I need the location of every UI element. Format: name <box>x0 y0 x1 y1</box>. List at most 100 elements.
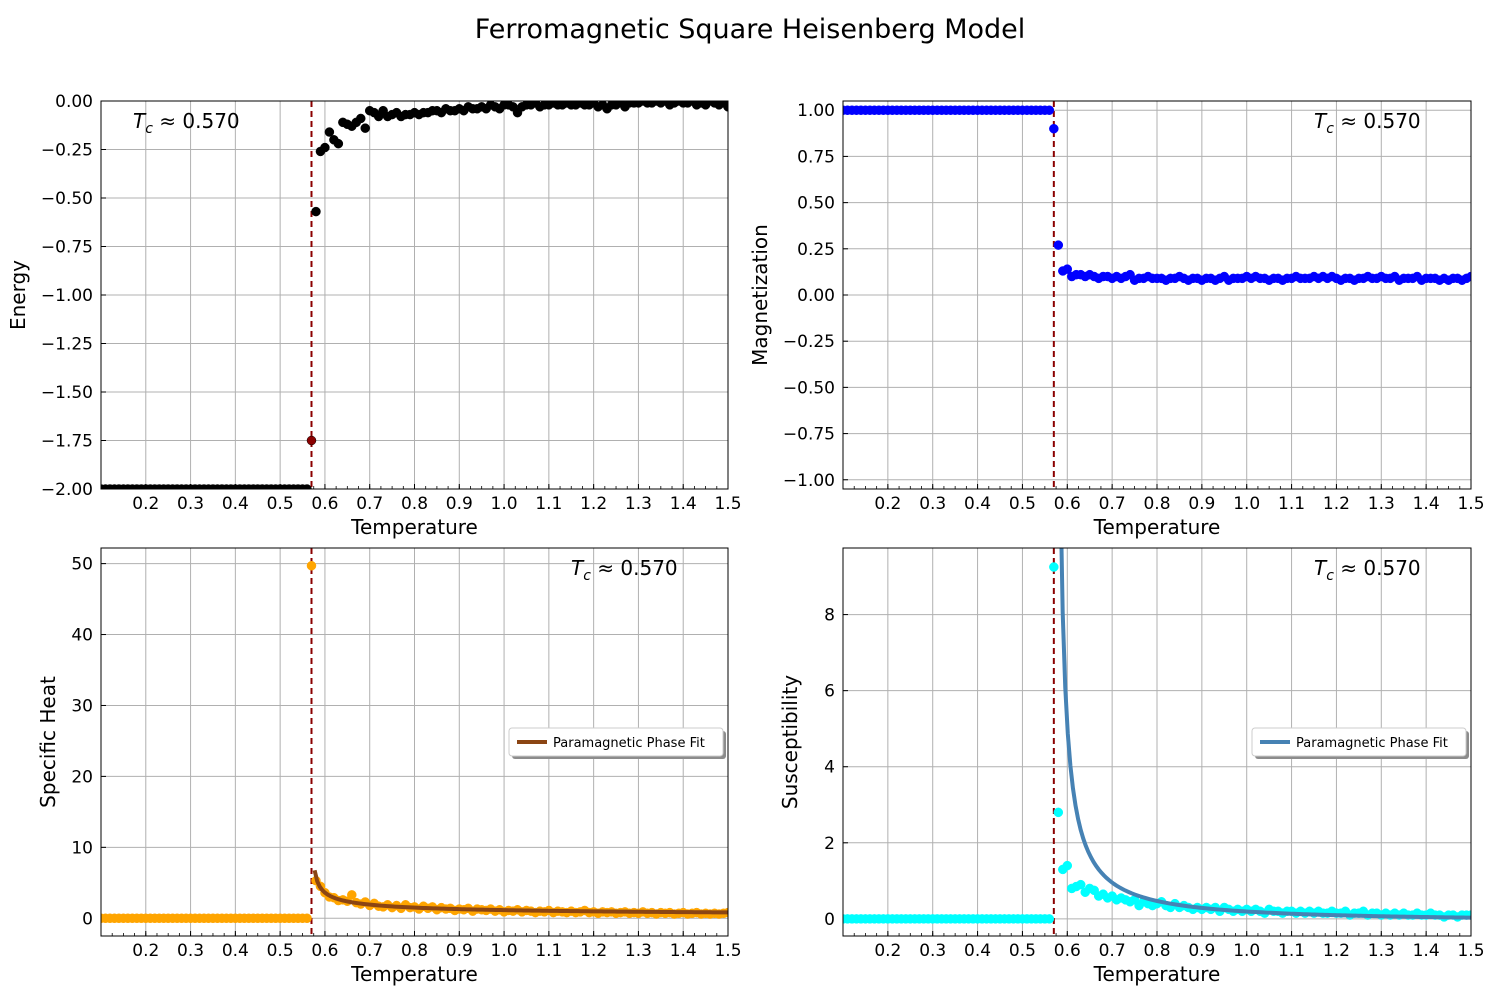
x-axis-label: Temperature <box>1093 515 1221 539</box>
y-tick-label: 0.00 <box>797 286 835 306</box>
data-points <box>843 105 1471 285</box>
y-tick-label: 6 <box>824 682 835 702</box>
y-tick-label: 2 <box>824 834 835 854</box>
data-point <box>324 127 335 137</box>
x-tick-label: 0.4 <box>222 494 249 514</box>
y-tick-label: −1.75 <box>41 432 93 452</box>
x-tick-label: 0.4 <box>964 494 991 514</box>
legend-label: Paramagnetic Phase Fit <box>553 736 705 751</box>
x-tick-label: 0.7 <box>1099 494 1126 514</box>
y-tick-label: −1.50 <box>41 383 93 403</box>
x-tick-label: 0.2 <box>874 494 901 514</box>
tc-annotation: Tc ≈ 0.570 <box>571 556 678 584</box>
x-tick-label: 1.5 <box>714 494 741 514</box>
data-point <box>1049 123 1059 134</box>
y-tick-label: −0.25 <box>41 141 93 161</box>
x-tick-label: 0.8 <box>401 494 428 514</box>
data-point <box>723 102 728 112</box>
data-point <box>1062 860 1073 871</box>
x-tick-label: 0.8 <box>401 941 428 961</box>
y-tick-label: 50 <box>71 555 93 575</box>
x-tick-label: 0.9 <box>446 941 473 961</box>
x-tick-label: 1.1 <box>1278 494 1305 514</box>
y-tick-label: 20 <box>71 767 93 787</box>
chart-magnetization: 0.2 0.3 0.4 0.5 0.6 0.7 0.8 0.9 1.0 1.1 1.2 1.3 1.4 1… <box>748 100 1485 539</box>
x-tick-label: 1.4 <box>1413 494 1440 514</box>
data-point <box>1062 264 1073 274</box>
x-tick-label: 0.5 <box>267 494 294 514</box>
data-point <box>1075 879 1086 890</box>
tc-annotation: Tc ≈ 0.570 <box>1314 109 1421 137</box>
x-tick-label: 0.3 <box>919 941 946 961</box>
axes-frame <box>100 547 729 937</box>
x-tick-label: 0.6 <box>311 941 338 961</box>
y-axis-label: Energy <box>6 260 30 330</box>
y-tick-label: 0.00 <box>55 92 93 112</box>
data-point <box>306 560 317 571</box>
x-tick-label: 1.5 <box>1457 941 1484 961</box>
x-tick-label: 0.7 <box>356 494 383 514</box>
data-point <box>1053 240 1064 250</box>
legend-box <box>508 727 724 757</box>
y-tick-label: −0.25 <box>783 332 835 352</box>
x-tick-label: 1.0 <box>1233 494 1260 514</box>
chart-specific_heat: 0.2 0.3 0.4 0.5 0.6 0.7 0.8 0.9 1.0 1.1 1.2 1.3 1.4 1… <box>36 547 742 986</box>
figure-title: Ferromagnetic Square Heisenberg Model <box>474 14 1026 45</box>
data-point <box>1466 271 1471 282</box>
x-tick-label: 1.2 <box>580 941 607 961</box>
data-point <box>1049 562 1059 572</box>
data-point <box>302 484 312 489</box>
x-tick-label: 1.3 <box>1368 494 1395 514</box>
x-tick-label: 0.5 <box>1009 941 1036 961</box>
data-point <box>1044 105 1055 115</box>
y-tick-label: 0 <box>824 910 835 930</box>
x-tick-label: 1.3 <box>625 941 652 961</box>
x-tick-label: 1.0 <box>1233 941 1260 961</box>
y-tick-label: −0.75 <box>783 425 835 445</box>
axes-frame <box>842 547 1472 937</box>
x-tick-label: 0.2 <box>132 494 159 514</box>
data-point <box>320 142 330 153</box>
y-axis-label: Susceptibility <box>778 675 802 809</box>
y-tick-label: −0.50 <box>783 378 835 398</box>
x-tick-label: 1.4 <box>670 941 697 961</box>
x-tick-label: 0.9 <box>1188 494 1215 514</box>
x-tick-label: 0.9 <box>446 494 473 514</box>
x-tick-label: 0.7 <box>356 941 383 961</box>
axes-frame <box>842 100 1472 490</box>
x-axis-label: Temperature <box>350 962 478 986</box>
y-tick-label: 30 <box>71 696 93 716</box>
x-tick-label: 0.4 <box>222 941 249 961</box>
x-tick-label: 0.5 <box>1009 494 1036 514</box>
y-tick-label: 40 <box>71 626 93 646</box>
fit-line <box>312 869 728 915</box>
x-tick-label: 1.3 <box>1368 941 1395 961</box>
data-point <box>347 890 357 900</box>
x-axis-label: Temperature <box>350 515 478 539</box>
x-tick-label: 1.0 <box>491 494 518 514</box>
y-tick-label: 0.75 <box>797 147 835 167</box>
data-points <box>101 101 728 489</box>
y-tick-label: 8 <box>824 606 835 626</box>
x-tick-label: 0.3 <box>919 494 946 514</box>
x-tick-label: 1.4 <box>670 494 697 514</box>
y-tick-label: −2.00 <box>41 480 93 500</box>
x-tick-label: 0.8 <box>1143 941 1170 961</box>
y-tick-label: −1.00 <box>41 286 93 306</box>
y-tick-label: 0.50 <box>797 194 835 214</box>
x-tick-label: 0.6 <box>1054 494 1081 514</box>
x-tick-label: 0.7 <box>1099 941 1126 961</box>
legend-box <box>1251 727 1467 757</box>
y-axis-label: Magnetization <box>748 224 772 366</box>
x-tick-label: 1.5 <box>1457 494 1484 514</box>
legend-label: Paramagnetic Phase Fit <box>1296 736 1448 751</box>
x-tick-label: 0.6 <box>1054 941 1081 961</box>
x-tick-label: 0.2 <box>874 941 901 961</box>
y-tick-label: 0 <box>82 909 93 929</box>
x-tick-label: 1.4 <box>1413 941 1440 961</box>
x-tick-label: 0.6 <box>311 494 338 514</box>
data-point <box>333 138 344 149</box>
y-tick-label: −1.00 <box>783 471 835 491</box>
x-tick-label: 0.8 <box>1143 494 1170 514</box>
